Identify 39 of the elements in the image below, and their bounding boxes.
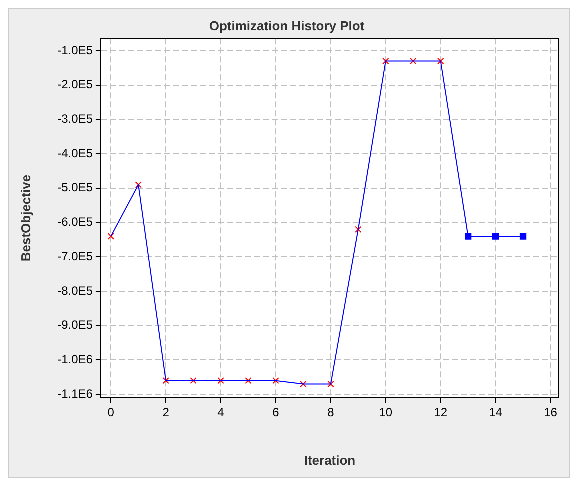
x-tick-label: 10	[379, 406, 393, 420]
point	[438, 58, 444, 65]
y-tick-label: -3.0E5	[58, 112, 94, 126]
point	[328, 380, 334, 388]
point	[382, 58, 390, 65]
point	[162, 377, 170, 384]
x-axis-title: Iteration	[304, 452, 356, 468]
point	[355, 226, 362, 233]
x-tick-label: 2	[162, 406, 170, 420]
y-tick-label: -1.0E6	[58, 352, 94, 367]
point	[464, 233, 472, 240]
y-axis-title: BestObjective	[18, 174, 34, 262]
x-tick-label: 8	[328, 406, 335, 420]
point	[190, 377, 197, 384]
y-tick-label: -7.0E5	[58, 249, 94, 264]
y-tick-label: -5.0E5	[58, 180, 94, 195]
y-tick-label: -9.0E5	[58, 318, 94, 332]
point	[410, 58, 417, 65]
point	[272, 377, 280, 384]
x-tick-label: 12	[434, 406, 448, 420]
x-tick-label: 16	[544, 406, 558, 420]
y-tick-label: -1.0E5	[58, 43, 94, 58]
y-tick-label: -2.0E5	[58, 78, 94, 92]
y-tick-label: -8.0E5	[58, 284, 94, 298]
y-tick-label: -6.0E5	[58, 215, 94, 230]
point	[300, 380, 307, 388]
y-tick-label: -4.0E5	[58, 146, 94, 160]
point	[520, 233, 527, 240]
x-tick-label: 14	[489, 406, 503, 420]
point	[218, 377, 224, 384]
chart-title: Optimization History Plot	[209, 18, 366, 34]
x-tick-label: 6	[272, 406, 280, 420]
y-tick-label: -1.1E6	[58, 386, 94, 401]
point	[245, 377, 252, 384]
x-tick-label: 4	[218, 406, 225, 420]
x-tick-label: 0	[108, 406, 115, 420]
point	[135, 182, 142, 188]
point	[108, 233, 114, 240]
point	[492, 233, 500, 240]
